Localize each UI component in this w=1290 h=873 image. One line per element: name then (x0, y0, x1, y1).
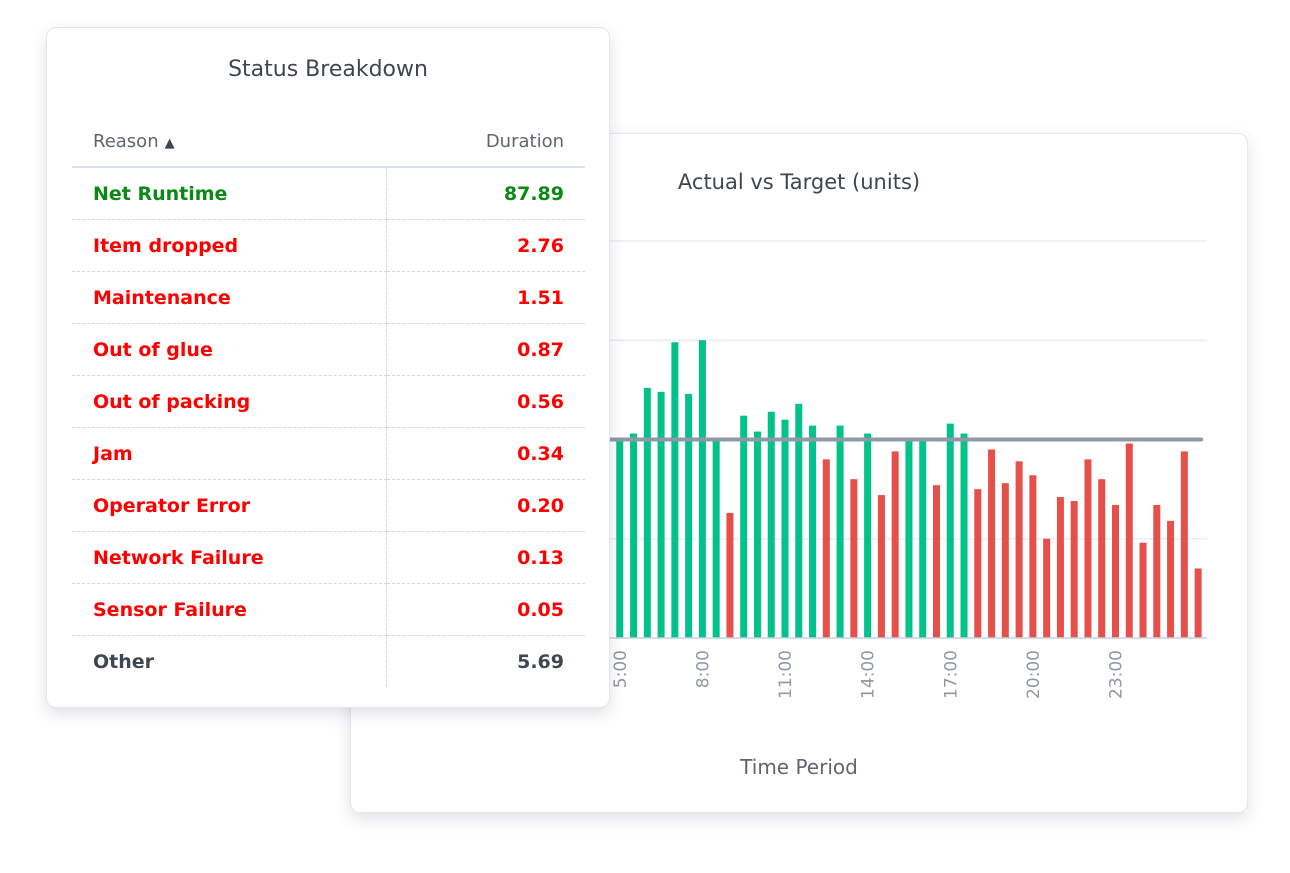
bar-5:00 (616, 439, 624, 638)
reason-cell: Out of packing (72, 375, 387, 428)
table-row: Jam 0.34 (72, 427, 585, 480)
x-tick-label: 14:00 (859, 650, 879, 699)
duration-cell: 87.89 (386, 167, 585, 220)
bar-10:30 (767, 411, 775, 638)
reason-cell: Item dropped (72, 219, 387, 272)
table-row: Other 5.69 (72, 635, 585, 687)
bar-17:30 (960, 433, 968, 638)
bar-2:00 (1194, 568, 1202, 638)
column-header-duration[interactable]: Duration (386, 116, 585, 168)
bar-6:30 (657, 391, 665, 638)
duration-cell: 1.51 (386, 271, 585, 324)
x-tick-label: 11:00 (776, 650, 796, 699)
bar-14:00 (864, 433, 872, 638)
bar-19:30 (1015, 461, 1023, 638)
bar-1:00 (1167, 520, 1175, 638)
bar-20:00 (1029, 475, 1037, 638)
reason-cell: Sensor Failure (72, 583, 387, 636)
bar-12:30 (822, 459, 830, 638)
bar-7:00 (671, 342, 679, 638)
x-tick-label: 23:00 (1106, 650, 1126, 699)
reason-cell: Net Runtime (72, 167, 387, 220)
bar-6:00 (643, 387, 651, 638)
x-tick-label: 17:00 (941, 650, 961, 699)
bar-5:30 (630, 433, 638, 638)
x-axis-label: Time Period (740, 755, 858, 779)
table-row: Out of packing 0.56 (72, 375, 585, 428)
table-row: Item dropped 2.76 (72, 219, 585, 272)
bar-16:30 (932, 485, 940, 638)
duration-cell: 5.69 (517, 650, 564, 673)
x-tick-label: 5:00 (611, 650, 631, 688)
table-row: Out of glue 0.87 (72, 323, 585, 376)
bar-11:30 (795, 403, 803, 638)
bar-13:30 (850, 479, 858, 638)
bar-15:00 (891, 451, 899, 638)
bar-8:30 (712, 439, 720, 638)
bar-21:00 (1056, 497, 1064, 638)
bar-21:30 (1070, 501, 1078, 638)
bar-16:00 (919, 439, 927, 638)
reason-cell: Jam (72, 427, 387, 480)
bar-23:30 (1125, 443, 1133, 638)
bar-0:30 (1153, 505, 1161, 638)
bar-10:00 (753, 431, 761, 638)
duration-cell: 2.76 (386, 219, 585, 272)
bar-23:00 (1111, 505, 1119, 638)
reason-cell: Maintenance (72, 271, 387, 324)
status-breakdown-card: Status Breakdown Reason ▲ Duration Net Ru… (46, 27, 610, 708)
bar-13:00 (836, 425, 844, 638)
sort-ascending-icon: ▲ (164, 135, 175, 151)
duration-cell: 0.34 (386, 427, 585, 480)
chart-title: Actual vs Target (units) (677, 170, 921, 194)
bar-12:00 (809, 425, 817, 638)
duration-cell: 0.13 (386, 531, 585, 584)
bar-15:30 (905, 439, 913, 638)
reason-cell: Operator Error (72, 479, 387, 532)
status-table: Reason ▲ Duration Net Runtime 87.89 Item dr… (72, 116, 585, 687)
table-row: Network Failure 0.13 (72, 531, 585, 584)
table-row: Net Runtime 87.89 (72, 167, 585, 220)
bar-20:30 (1043, 538, 1051, 638)
duration-cell: 0.05 (386, 583, 585, 636)
bar-0:00 (1139, 542, 1147, 638)
bar-18:30 (988, 449, 996, 638)
bar-19:00 (1001, 483, 1009, 638)
bar-8:00 (698, 340, 706, 638)
table-title: Status Breakdown (228, 57, 428, 82)
x-tick-label: 8:00 (693, 650, 713, 688)
table-row: Maintenance 1.51 (72, 271, 585, 324)
reason-cell: Other (72, 635, 387, 687)
table-row: Operator Error 0.20 (72, 479, 585, 532)
bar-9:30 (740, 415, 748, 638)
duration-cell: 0.56 (386, 375, 585, 428)
column-header-reason[interactable]: Reason ▲ (72, 116, 387, 168)
duration-cell: 0.20 (386, 479, 585, 532)
bar-7:30 (685, 393, 693, 638)
bar-11:00 (781, 419, 789, 638)
bar-17:00 (946, 423, 954, 638)
bar-14:30 (877, 495, 885, 638)
bar-22:30 (1098, 479, 1106, 638)
reason-label: Reason (93, 130, 159, 152)
duration-cell: 0.87 (386, 323, 585, 376)
bar-9:00 (726, 512, 734, 638)
table-row: Sensor Failure 0.05 (72, 583, 585, 636)
reason-cell: Out of glue (72, 323, 387, 376)
reason-cell: Network Failure (72, 531, 387, 584)
x-tick-label: 20:00 (1024, 650, 1044, 699)
bar-1:30 (1180, 451, 1188, 638)
bar-18:00 (974, 489, 982, 638)
bar-22:00 (1084, 459, 1092, 638)
